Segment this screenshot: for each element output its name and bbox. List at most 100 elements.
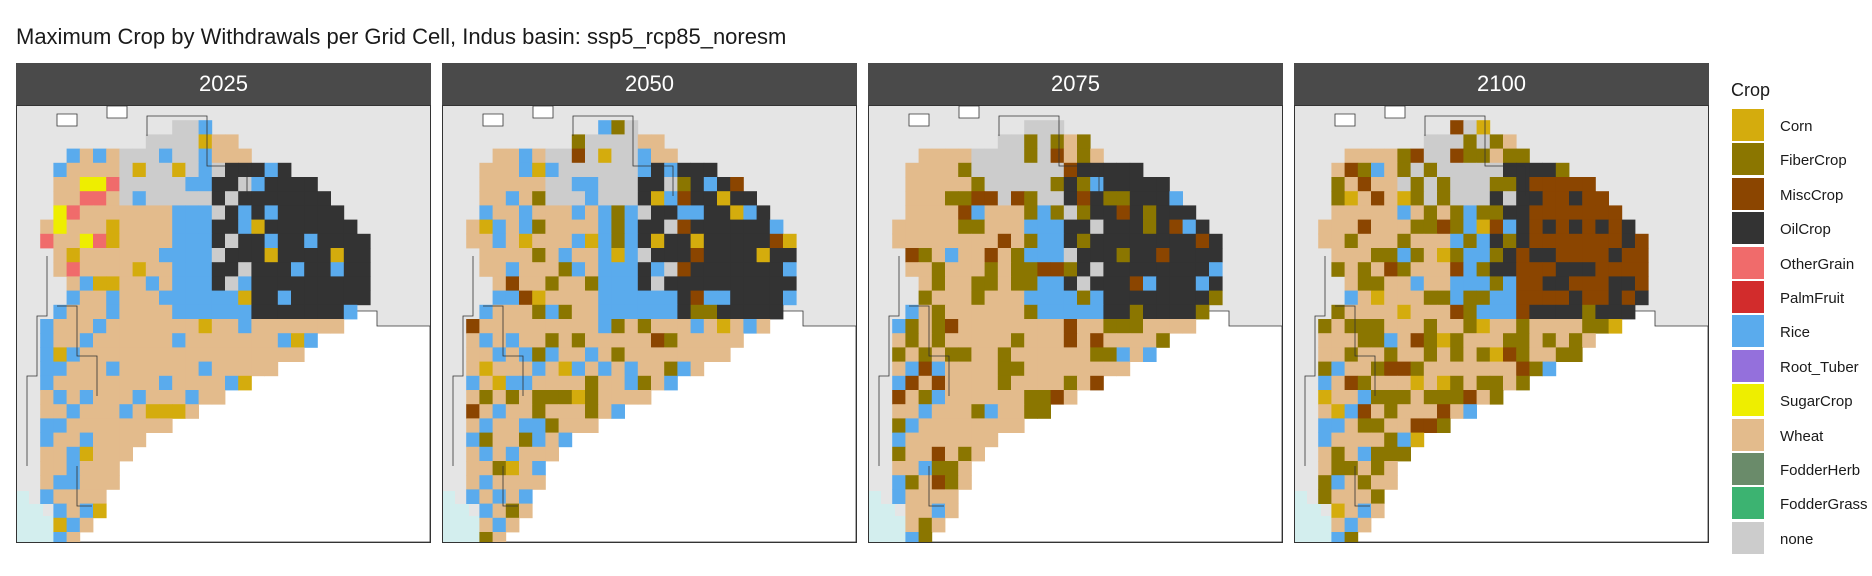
grid-cell bbox=[1103, 191, 1117, 206]
grid-cell bbox=[1344, 390, 1359, 405]
grid-cell bbox=[1503, 347, 1517, 362]
grid-cell bbox=[1608, 205, 1623, 220]
outside-region-1 bbox=[482, 113, 504, 127]
grid-cell bbox=[1024, 162, 1038, 178]
grid-cell bbox=[1195, 262, 1210, 277]
grid-cell bbox=[532, 333, 546, 348]
grid-cell bbox=[730, 276, 744, 291]
grid-cell bbox=[918, 432, 933, 448]
grid-cell bbox=[225, 134, 239, 149]
grid-cell bbox=[479, 347, 493, 362]
grid-cell bbox=[225, 219, 239, 235]
grid-cell bbox=[1331, 475, 1345, 490]
grid-cell bbox=[291, 304, 305, 320]
grid-cell bbox=[145, 347, 160, 362]
grid-cell bbox=[1569, 177, 1583, 192]
grid-cell bbox=[677, 219, 691, 235]
grid-cell bbox=[93, 162, 107, 178]
grid-cell bbox=[1423, 390, 1438, 405]
grid-cell bbox=[730, 219, 744, 235]
grid-cell bbox=[971, 205, 985, 220]
boundary-line-0 bbox=[1304, 256, 1326, 466]
grid-cell bbox=[1489, 319, 1504, 334]
grid-cell bbox=[93, 432, 107, 448]
grid-cell bbox=[931, 347, 946, 362]
grid-cell bbox=[931, 418, 946, 433]
grid-cell bbox=[558, 290, 573, 306]
grid-cell bbox=[479, 418, 493, 433]
grid-cell bbox=[1437, 205, 1451, 220]
grid-cell bbox=[106, 262, 120, 277]
grid-cell bbox=[1529, 333, 1543, 348]
grid-cell bbox=[1410, 404, 1425, 419]
grid-cell bbox=[1437, 134, 1451, 149]
grid-cell bbox=[66, 233, 81, 249]
grid-cell bbox=[479, 361, 493, 377]
grid-cell bbox=[532, 276, 546, 291]
grid-cell bbox=[159, 162, 173, 178]
grid-cell bbox=[251, 333, 265, 348]
grid-cell bbox=[545, 304, 559, 320]
grid-cell bbox=[585, 375, 599, 391]
grid-cell bbox=[185, 233, 199, 249]
grid-cell bbox=[225, 319, 239, 334]
grid-cell bbox=[1103, 233, 1117, 249]
grid-cell bbox=[198, 262, 213, 277]
grid-cell bbox=[53, 390, 67, 405]
grid-cell bbox=[1024, 276, 1038, 291]
grid-cell bbox=[317, 262, 331, 277]
grid-cell bbox=[1423, 205, 1438, 220]
grid-cell bbox=[1063, 262, 1078, 277]
grid-cell bbox=[492, 475, 507, 490]
legend-item-misccrop: MiscCrop bbox=[1727, 177, 1867, 212]
grid-cell bbox=[703, 219, 718, 235]
grid-cell bbox=[66, 532, 81, 542]
grid-cell bbox=[958, 219, 972, 235]
grid-cell bbox=[532, 347, 546, 362]
grid-cell bbox=[1331, 517, 1345, 533]
grid-cell bbox=[532, 461, 546, 476]
grid-cell bbox=[743, 319, 757, 334]
grid-cell bbox=[624, 390, 639, 405]
grid-cell bbox=[1357, 205, 1372, 220]
grid-cell bbox=[931, 248, 946, 263]
grid-cell bbox=[958, 148, 972, 164]
legend-swatch bbox=[1732, 315, 1764, 348]
grid-cell bbox=[505, 347, 520, 362]
grid-cell bbox=[1344, 162, 1359, 178]
grid-cell bbox=[1024, 262, 1038, 277]
grid-cell bbox=[1331, 333, 1345, 348]
grid-cell bbox=[119, 262, 133, 277]
grid-cell bbox=[1371, 191, 1385, 206]
grid-cell bbox=[892, 219, 906, 235]
grid-cell bbox=[40, 347, 54, 362]
grid-cell bbox=[132, 276, 147, 291]
grid-cell bbox=[598, 134, 612, 149]
grid-cell bbox=[1037, 134, 1051, 149]
grid-cell bbox=[571, 333, 586, 348]
grid-cell bbox=[225, 162, 239, 178]
grid-cell bbox=[945, 503, 959, 519]
grid-cell bbox=[677, 205, 691, 220]
grid-cell bbox=[1437, 233, 1451, 249]
grid-cell bbox=[1635, 262, 1649, 277]
grid-cell bbox=[1143, 333, 1157, 348]
grid-cell bbox=[1011, 219, 1025, 235]
grid-cell bbox=[958, 162, 972, 178]
grid-cell bbox=[611, 404, 625, 419]
grid-cell bbox=[1050, 134, 1065, 149]
grid-cell bbox=[1503, 205, 1517, 220]
grid-cell bbox=[690, 290, 705, 306]
grid-cell bbox=[971, 162, 985, 178]
grid-cell bbox=[1569, 333, 1583, 348]
grid-cell bbox=[905, 233, 919, 249]
grid-cell bbox=[211, 304, 226, 320]
grid-cell bbox=[145, 162, 160, 178]
grid-cell bbox=[106, 404, 120, 419]
grid-cell bbox=[251, 262, 265, 277]
grid-cell bbox=[79, 148, 94, 164]
grid-cell bbox=[1024, 290, 1038, 306]
grid-cell bbox=[971, 333, 985, 348]
grid-cell bbox=[1129, 248, 1144, 263]
grid-cell bbox=[918, 248, 933, 263]
